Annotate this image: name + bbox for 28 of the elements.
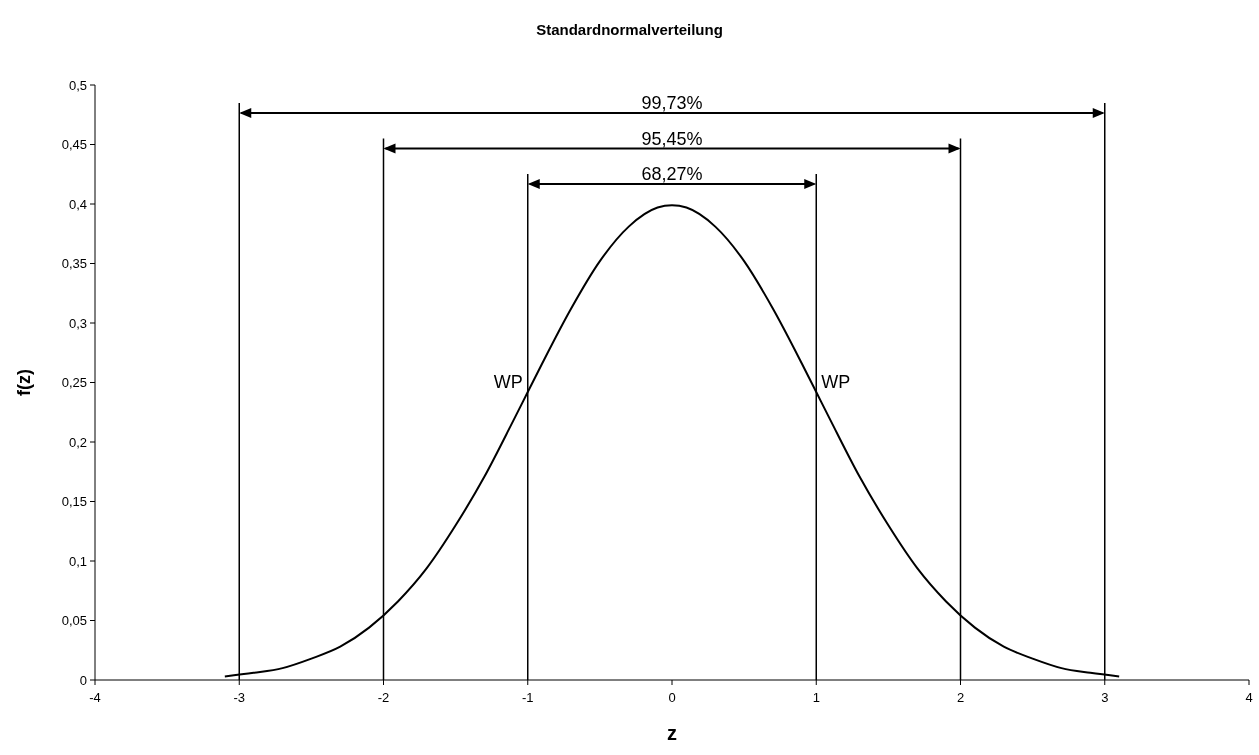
y-tick-label: 0,45 (61, 137, 87, 153)
y-tick-label: 0,4 (68, 196, 87, 212)
y-tick-label: 0 (79, 672, 87, 688)
annotation: 99,73% (641, 93, 703, 113)
chart-title: Standardnormalverteilung (536, 21, 723, 38)
x-tick-label: 3 (1101, 690, 1109, 705)
x-tick-label: -2 (377, 690, 390, 705)
x-tick-label: -4 (89, 690, 101, 705)
x-axis-title: z (667, 722, 677, 744)
y-tick-label: 0,35 (61, 256, 87, 272)
annotation: 95,45% (641, 128, 703, 149)
x-tick-label: -1 (521, 690, 534, 705)
x-tick-label: 4 (1245, 690, 1253, 705)
x-tick-label: 0 (668, 690, 676, 705)
y-tick-label: 0,3 (68, 315, 87, 331)
annotation: 68,27% (641, 164, 703, 184)
x-tick-label: 2 (956, 690, 965, 705)
x-tick-label: -3 (233, 690, 246, 705)
y-tick-label: 0,15 (61, 494, 87, 510)
y-axis-title: f(z) (14, 369, 34, 396)
y-tick-label: 0,5 (68, 77, 87, 93)
y-tick-label: 0,2 (68, 434, 87, 450)
annotation: WP (821, 372, 851, 393)
y-tick-label: 0,05 (61, 613, 87, 629)
y-tick-label: 0,25 (61, 375, 87, 391)
x-tick-label: 1 (812, 690, 820, 705)
y-tick-label: 0,1 (68, 553, 87, 569)
annotation: WP (493, 372, 523, 393)
